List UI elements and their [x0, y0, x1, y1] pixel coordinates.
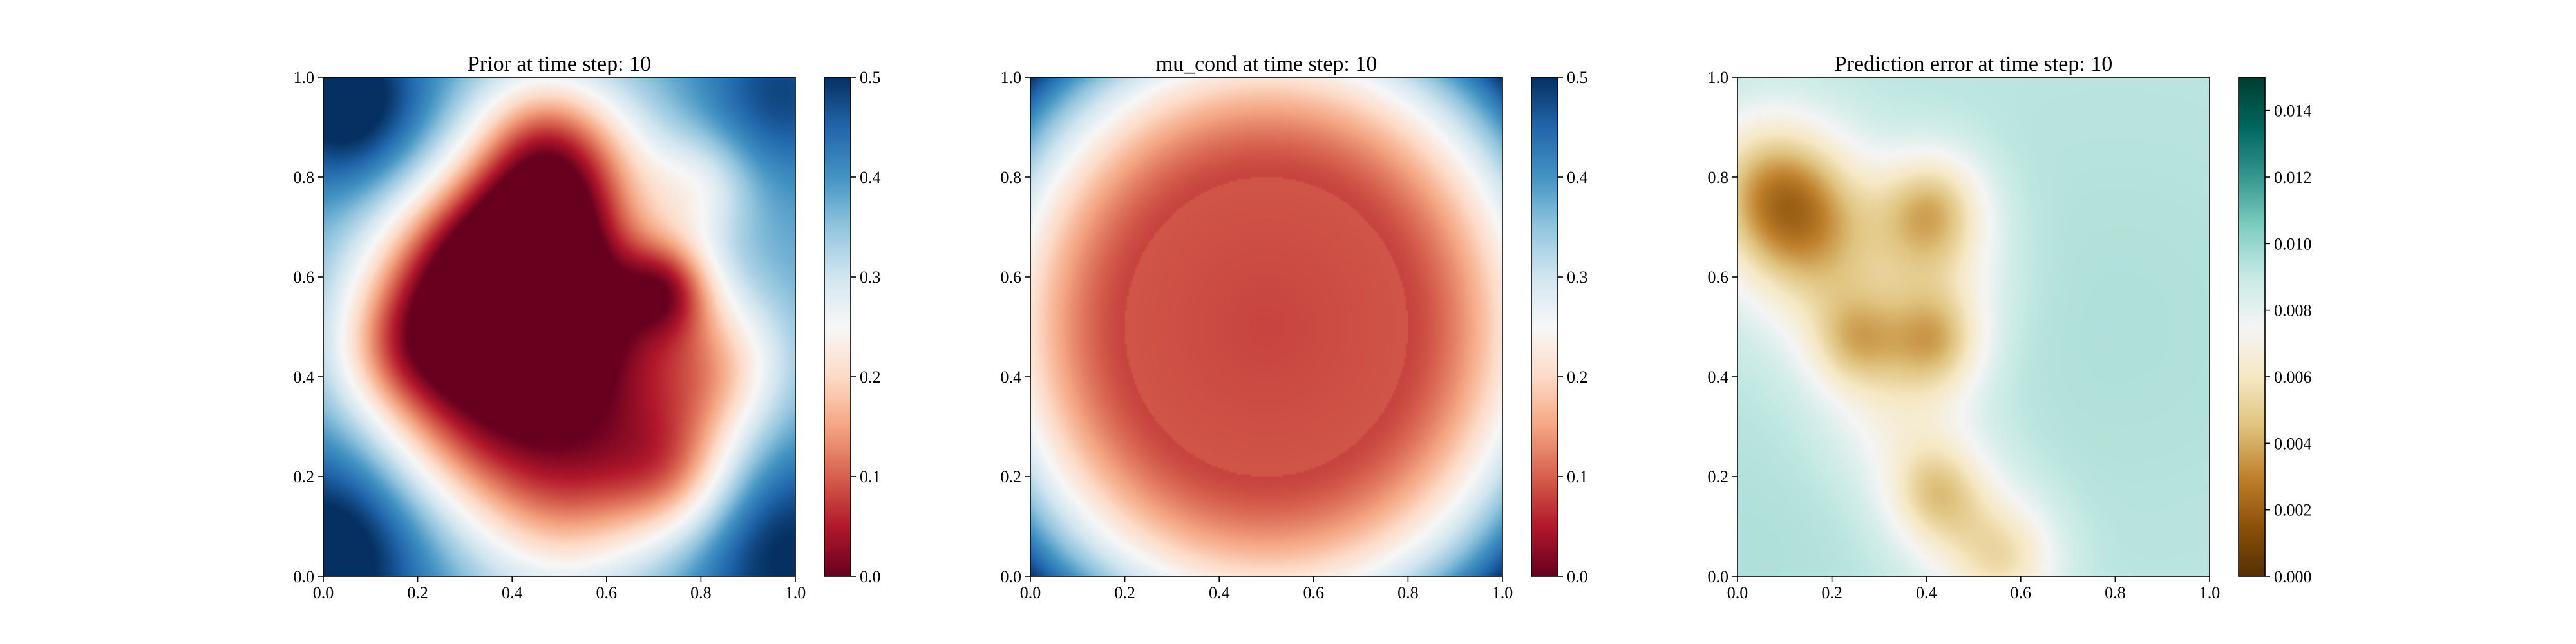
chart-title: Prior at time step: 10: [468, 52, 651, 76]
chart-title: Prediction error at time step: 10: [1835, 52, 2113, 76]
colorbar-tick-label: 0.006: [2274, 368, 2312, 386]
y-tick-label: 1.0: [1708, 68, 1729, 87]
x-tick-label: 1.0: [785, 583, 806, 602]
colorbar-tick-label: 0.1: [1567, 468, 1588, 486]
y-tick-label: 0.4: [1708, 368, 1729, 386]
colorbar: [2238, 77, 2266, 577]
x-tick-label: 0.0: [1020, 583, 1041, 602]
y-tick-label: 0.6: [1001, 268, 1022, 287]
colorbar-tick-label: 0.2: [860, 368, 881, 386]
y-tick-label: 0.0: [1001, 567, 1022, 586]
x-tick-label: 0.6: [596, 583, 618, 602]
colorbar-tick-label: 0.008: [2274, 301, 2312, 320]
colorbar: [824, 77, 851, 577]
y-tick-label: 0.8: [294, 168, 315, 187]
x-tick-label: 0.2: [1114, 583, 1135, 602]
x-tick-label: 0.4: [1916, 583, 1937, 602]
colorbar-tick-label: 0.5: [860, 68, 881, 87]
x-tick-label: 0.2: [1821, 583, 1842, 602]
y-tick-label: 0.4: [1001, 368, 1022, 386]
chart-panel-1: Prior at time step: 10 0.0 0.2 0.4 0.6 0.8 1.0…: [294, 52, 881, 602]
colorbar-tick-label: 0.2: [1567, 368, 1588, 386]
colorbar-tick-label: 0.004: [2274, 434, 2312, 453]
y-tick-label: 0.4: [294, 368, 315, 386]
chart-title: mu_cond at time step: 10: [1156, 52, 1378, 76]
colorbar-tick-label: 0.4: [1567, 168, 1588, 187]
y-tick-label: 0.8: [1708, 168, 1729, 187]
panels: Prior at time step: 10 0.0 0.2 0.4 0.6 0.8 1.0…: [294, 52, 2312, 602]
colorbar: [1531, 77, 1558, 577]
chart-panel-2: mu_cond at time step: 10 0.0 0.2 0.4 0.6 0.8 1…: [1001, 52, 1588, 602]
x-tick-label: 0.6: [2011, 583, 2032, 602]
x-tick-label: 0.0: [1727, 583, 1748, 602]
y-tick-label: 0.6: [1708, 268, 1729, 287]
x-tick-label: 0.2: [407, 583, 428, 602]
x-tick-label: 1.0: [2199, 583, 2221, 602]
x-tick-label: 0.8: [2105, 583, 2126, 602]
colorbar-tick-label: 0.3: [1567, 268, 1588, 287]
axes-frame: [1737, 77, 2210, 577]
axes-frame: [323, 77, 796, 577]
heatmap-image: [1030, 77, 1502, 576]
y-tick-label: 0.6: [294, 268, 315, 287]
y-tick-label: 0.8: [1001, 168, 1022, 187]
colorbar-tick-label: 0.014: [2274, 102, 2312, 120]
y-tick-label: 1.0: [1001, 68, 1022, 87]
y-tick-label: 1.0: [294, 68, 315, 87]
colorbar-tick-label: 0.000: [2274, 567, 2312, 586]
colorbar-tick-label: 0.1: [860, 468, 881, 486]
x-tick-label: 0.4: [1209, 583, 1230, 602]
axes-frame: [1030, 77, 1503, 577]
colorbar-tick-label: 0.002: [2274, 501, 2312, 520]
y-tick-label: 0.2: [1001, 468, 1022, 486]
y-tick-label: 0.0: [1708, 567, 1729, 586]
colorbar-tick-label: 0.4: [860, 168, 881, 187]
x-tick-label: 0.0: [313, 583, 334, 602]
colorbar-tick-label: 0.012: [2274, 168, 2312, 187]
x-tick-label: 0.8: [690, 583, 712, 602]
x-tick-label: 0.4: [502, 583, 523, 602]
chart-panel-3: Prediction error at time step: 10 0.0 0.2 0…: [1708, 52, 2312, 602]
y-tick-label: 0.2: [1708, 468, 1729, 486]
x-tick-label: 1.0: [1492, 583, 1513, 602]
colorbar-tick-label: 0.0: [860, 567, 881, 586]
y-tick-label: 0.0: [294, 567, 315, 586]
heatmap-image: [1738, 77, 2210, 576]
colorbar-tick-label: 0.5: [1567, 68, 1588, 87]
x-tick-label: 0.6: [1303, 583, 1325, 602]
x-tick-label: 0.8: [1397, 583, 1419, 602]
heatmap-image: [323, 77, 795, 576]
colorbar-tick-label: 0.0: [1567, 567, 1588, 586]
colorbar-tick-label: 0.010: [2274, 234, 2312, 253]
y-tick-label: 0.2: [294, 468, 315, 486]
colorbar-tick-label: 0.3: [860, 268, 881, 287]
